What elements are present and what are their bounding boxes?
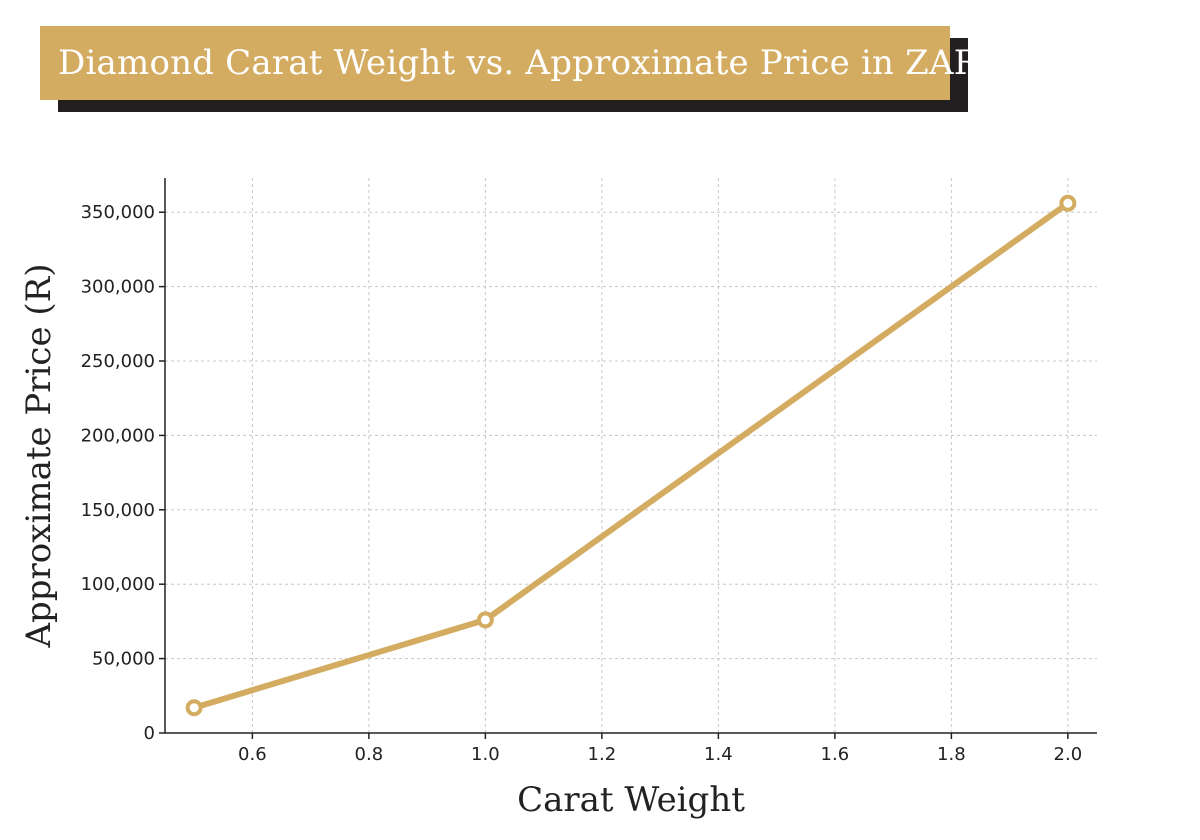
x-ticks: 0.6 0.8 1.0 1.2 1.4 1.6 1.8 2.0 bbox=[238, 733, 1082, 765]
grid-layer bbox=[165, 178, 1097, 733]
y-tick-label: 350,000 bbox=[81, 202, 155, 223]
x-tick-label: 1.6 bbox=[821, 744, 850, 765]
series-layer bbox=[185, 194, 1077, 717]
data-point bbox=[185, 699, 203, 717]
y-ticks: 0 50,000 100,000 150,000 200,000 250,000 300,0… bbox=[81, 202, 165, 744]
data-point bbox=[1059, 194, 1077, 212]
y-tick-label: 250,000 bbox=[81, 351, 155, 372]
data-point bbox=[476, 611, 494, 629]
series-line bbox=[191, 200, 1071, 711]
x-tick-label: 2.0 bbox=[1054, 744, 1083, 765]
axes-layer bbox=[164, 178, 1097, 734]
x-tick-label: 1.2 bbox=[588, 744, 617, 765]
title-banner-box: Diamond Carat Weight vs. Approximate Pri… bbox=[40, 26, 979, 100]
x-tick-label: 0.8 bbox=[355, 744, 384, 765]
y-tick-label: 300,000 bbox=[81, 277, 155, 298]
y-tick-label: 0 bbox=[144, 723, 155, 744]
y-axis-title: Approximate Price (R) bbox=[19, 263, 59, 648]
x-tick-label: 1.0 bbox=[471, 744, 500, 765]
x-tick-label: 1.4 bbox=[704, 744, 733, 765]
x-tick-label: 0.6 bbox=[238, 744, 267, 765]
title-banner: Diamond Carat Weight vs. Approximate Pri… bbox=[40, 26, 979, 112]
x-axis-title: Carat Weight bbox=[517, 780, 745, 820]
chart-title: Diamond Carat Weight vs. Approximate Pri… bbox=[58, 43, 980, 83]
y-tick-label: 150,000 bbox=[81, 500, 155, 521]
y-tick-label: 50,000 bbox=[92, 649, 155, 670]
y-tick-label: 100,000 bbox=[81, 574, 155, 595]
x-tick-label: 1.8 bbox=[937, 744, 966, 765]
y-tick-label: 200,000 bbox=[81, 425, 155, 446]
